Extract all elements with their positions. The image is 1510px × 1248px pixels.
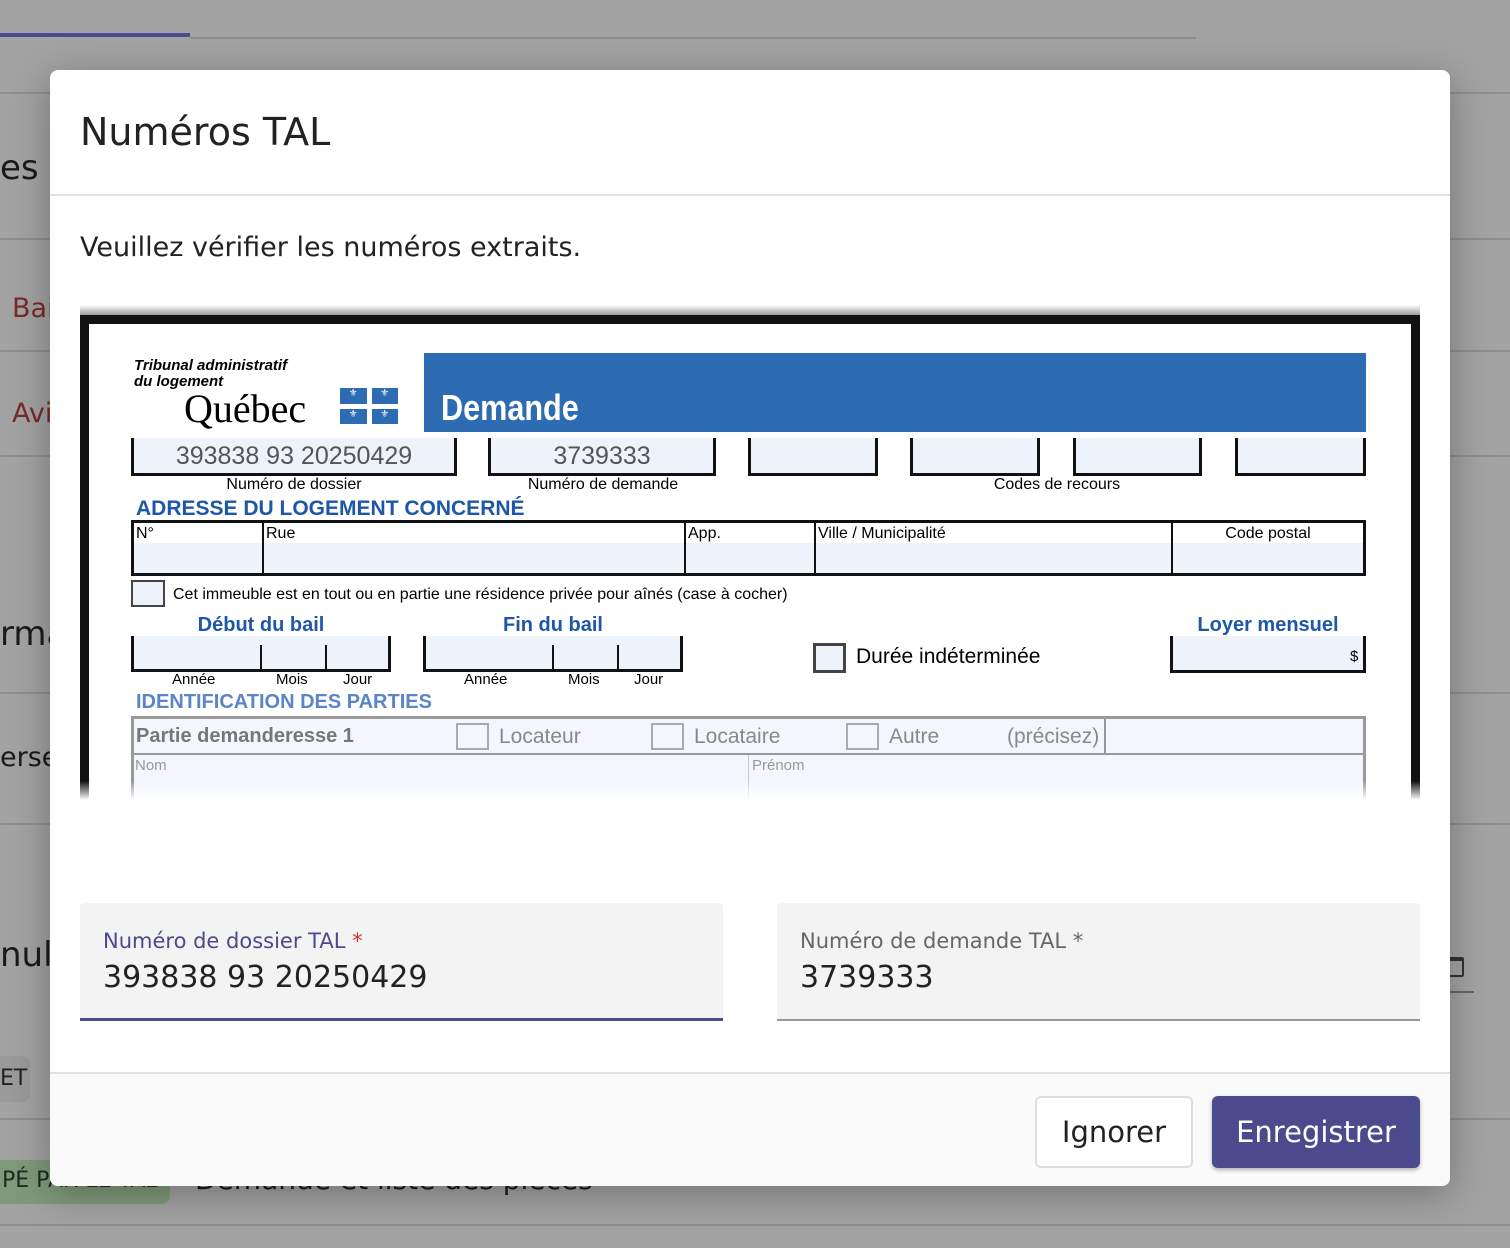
precisez-label: (précisez): [1007, 725, 1100, 748]
annee-label: Année: [172, 671, 216, 688]
code-box: [1235, 438, 1366, 476]
address-col-label: Ville / Municipalité: [818, 525, 946, 542]
parties-heading: IDENTIFICATION DES PARTIES: [136, 691, 432, 713]
tab-bar-divider: [190, 37, 1196, 39]
autre-label: Autre: [889, 725, 940, 748]
dossier-box-value: 393838 93 20250429: [175, 442, 413, 470]
date-field-underline: [1450, 991, 1474, 993]
list-item: erse: [0, 742, 59, 773]
address-table: N° Rue App. Ville / Municipalité Code po…: [131, 520, 1366, 576]
dossier-tal-label: Numéro de dossier TAL *: [103, 929, 363, 953]
divider: [748, 755, 749, 800]
demande-box: [488, 438, 716, 476]
ignore-button[interactable]: Ignorer: [1035, 1096, 1193, 1168]
demande-box-value: 3739333: [553, 442, 651, 470]
divider: [0, 1224, 1510, 1226]
quebec-flag-icon: ⚜ ⚜ ⚜ ⚜: [340, 388, 398, 424]
address-col-label: N°: [136, 525, 154, 542]
divider: [552, 645, 554, 672]
rpa-checkbox: [131, 580, 165, 607]
dialog-title: Numéros TAL: [80, 110, 331, 154]
list-item[interactable]: Bai: [12, 293, 55, 324]
org-name: Tribunal administratif: [134, 357, 288, 374]
recours-label: Codes de recours: [993, 476, 1121, 493]
org-name-line2: du logement: [134, 373, 224, 390]
mois-label: Mois: [568, 671, 600, 688]
dossier-tal-field[interactable]: Numéro de dossier TAL * 393838 93 202504…: [80, 903, 723, 1021]
loyer-box: [1170, 636, 1366, 673]
address-col-label: Rue: [266, 525, 296, 542]
section-heading: es: [0, 148, 39, 188]
nom-label: Nom: [135, 757, 167, 774]
form-title: Demande: [441, 387, 579, 428]
quebec-logo: Québec: [184, 386, 307, 431]
dossier-tal-input[interactable]: 393838 93 20250429: [103, 960, 428, 995]
address-col-label: App.: [688, 525, 721, 542]
divider: [325, 645, 327, 672]
debut-bail-label: Début du bail: [197, 614, 325, 636]
autre-checkbox: [846, 723, 879, 750]
code-box: [1073, 438, 1202, 476]
jour-label: Jour: [343, 671, 373, 688]
dollar-sign: $: [1350, 648, 1359, 665]
demande-label: Numéro de demande: [527, 476, 679, 493]
rpa-label: Cet immeuble est en tout ou en partie un…: [173, 586, 788, 603]
locataire-label: Locataire: [694, 725, 781, 748]
tal-numbers-dialog: Numéros TAL Veuillez vérifier les numéro…: [50, 70, 1450, 1186]
mois-label: Mois: [276, 671, 308, 688]
divider: [1104, 716, 1106, 754]
address-col-label: Code postal: [1225, 525, 1311, 542]
divider: [260, 645, 262, 672]
partie-label: Partie demanderesse 1: [136, 725, 354, 747]
locataire-checkbox: [651, 723, 684, 750]
preview-shadow: [80, 305, 1420, 317]
code-box: [910, 438, 1040, 476]
form-banner: [424, 353, 1366, 432]
divider: [50, 194, 1450, 196]
save-button[interactable]: Enregistrer: [1212, 1096, 1420, 1168]
fin-bail-label: Fin du bail: [503, 614, 603, 636]
label-text: Numéro de dossier TAL: [103, 929, 346, 953]
dossier-box: [131, 438, 457, 476]
locateur-label: Locateur: [499, 725, 581, 748]
duree-label: Durée indéterminée: [856, 645, 1041, 668]
demande-tal-input[interactable]: 3739333: [800, 960, 934, 995]
demande-tal-field[interactable]: Numéro de demande TAL * 3739333: [777, 903, 1420, 1021]
section-heading: nul: [0, 935, 53, 975]
list-item[interactable]: Avi: [12, 398, 53, 429]
locateur-checkbox: [456, 723, 489, 750]
required-marker: *: [352, 929, 363, 953]
code-box: [748, 438, 878, 476]
dossier-label: Numéro de dossier: [226, 476, 362, 493]
divider: [131, 753, 1366, 755]
dialog-footer: Ignorer Enregistrer: [50, 1072, 1450, 1186]
prenom-label: Prénom: [752, 757, 805, 774]
badge: ET: [0, 1056, 30, 1102]
document-preview: Tribunal administratif du logement Québe…: [80, 305, 1420, 800]
jour-label: Jour: [634, 671, 664, 688]
duree-checkbox: [813, 643, 846, 673]
address-heading: ADRESSE DU LOGEMENT CONCERNÉ: [136, 497, 525, 520]
divider: [617, 645, 619, 672]
active-tab-indicator: [0, 33, 190, 37]
annee-label: Année: [464, 671, 508, 688]
dialog-subtitle: Veuillez vérifier les numéros extraits.: [80, 232, 582, 263]
demande-tal-label: Numéro de demande TAL *: [800, 929, 1084, 953]
loyer-label: Loyer mensuel: [1197, 614, 1339, 636]
